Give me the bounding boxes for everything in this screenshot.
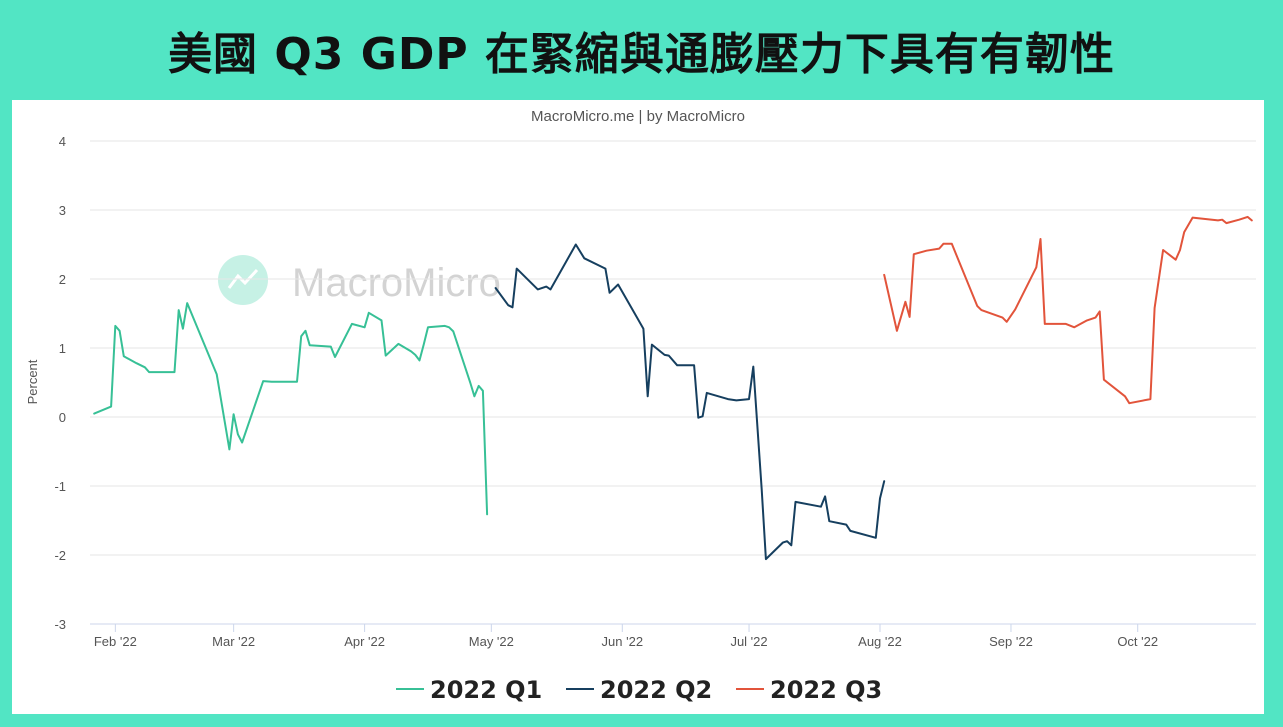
x-tick-label: Feb '22 <box>94 634 137 649</box>
series-line-q2[interactable] <box>494 243 886 561</box>
series-line-q1[interactable] <box>93 302 489 516</box>
y-tick-label: 2 <box>59 272 66 287</box>
x-tick-label: Sep '22 <box>989 634 1033 649</box>
y-tick-label: 3 <box>59 203 66 218</box>
legend-item-q2[interactable]: 2022 Q2 <box>566 676 712 704</box>
chart-credit: MacroMicro.me | by MacroMicro <box>531 108 745 125</box>
legend: 2022 Q1 2022 Q2 2022 Q3 <box>396 676 882 704</box>
page-title: 美國 Q3 GDP 在緊縮與通膨壓力下具有有韌性 <box>168 29 1115 80</box>
x-tick-label: Mar '22 <box>212 634 255 649</box>
chart-panel: MacroMicro.me | by MacroMicro MacroMicro… <box>12 100 1264 714</box>
x-tick-label: Oct '22 <box>1117 634 1158 649</box>
legend-label: 2022 Q2 <box>600 676 712 704</box>
y-tick-label: 1 <box>59 341 66 356</box>
x-axis: Feb '22 Mar '22 Apr '22 May '22 Jun '22 Jul '… <box>90 623 1256 649</box>
x-tick-label: Aug '22 <box>858 634 902 649</box>
watermark-text: MacroMicro <box>292 261 501 305</box>
legend-item-q3[interactable]: 2022 Q3 <box>736 676 882 704</box>
grid-lines <box>90 140 1256 625</box>
y-tick-label: -2 <box>54 548 66 563</box>
legend-label: 2022 Q1 <box>430 676 542 704</box>
x-tick-label: Apr '22 <box>344 634 385 649</box>
line-chart[interactable]: MacroMicro.me | by MacroMicro MacroMicro… <box>12 100 1264 714</box>
legend-item-q1[interactable]: 2022 Q1 <box>396 676 542 704</box>
y-axis-label: Percent <box>25 359 40 404</box>
y-axis-ticks: 4 3 2 1 0 -1 -2 -3 <box>54 134 66 632</box>
series-lines <box>93 215 1253 561</box>
y-tick-label: 4 <box>59 134 66 149</box>
x-tick-label: Jul '22 <box>730 634 767 649</box>
watermark: MacroMicro <box>218 255 501 305</box>
title-banner: 美國 Q3 GDP 在緊縮與通膨壓力下具有有韌性 <box>0 0 1283 100</box>
series-line-q3[interactable] <box>883 215 1253 405</box>
y-tick-label: -1 <box>54 479 66 494</box>
legend-label: 2022 Q3 <box>770 676 882 704</box>
x-tick-label: Jun '22 <box>602 634 644 649</box>
x-tick-label: May '22 <box>469 634 514 649</box>
y-tick-label: -3 <box>54 617 66 632</box>
y-tick-label: 0 <box>59 410 66 425</box>
